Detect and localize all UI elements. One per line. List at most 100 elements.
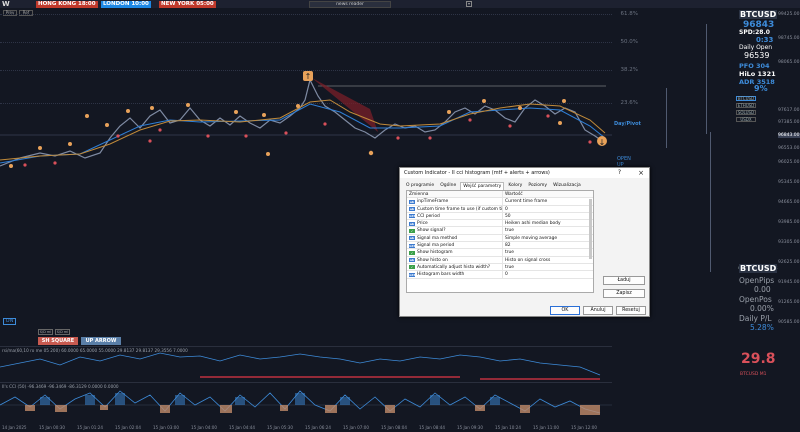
boolean-type-icon: ✓ — [409, 228, 415, 233]
parameter-row[interactable]: ab Custom time frame to use (if custom ti… — [407, 205, 593, 213]
parameter-row[interactable]: ✓ Show signal? true — [407, 227, 593, 235]
close-icon[interactable]: × — [638, 169, 644, 177]
arrow-glyph: ↑ — [305, 72, 312, 81]
value-type-icon: 123 — [409, 272, 416, 277]
parameter-row[interactable]: 123 CCI period 50 — [407, 212, 593, 221]
parameter-value[interactable]: 50 — [502, 212, 593, 220]
value-type-icon: ab — [409, 199, 415, 204]
price-tick: 95345.00 — [778, 180, 800, 185]
parameter-value[interactable]: true — [502, 249, 593, 256]
load-button[interactable]: Ładuj — [603, 276, 645, 285]
current-price: 96843 — [743, 20, 775, 30]
tab-about[interactable]: O programie — [406, 183, 435, 188]
date-tick: 15 Jan 10:24 — [495, 425, 521, 430]
parameter-value[interactable]: 82 — [502, 242, 593, 249]
tab-general[interactable]: Ogólne — [440, 183, 457, 188]
parameter-value[interactable]: 0 — [502, 271, 593, 278]
tab-levels[interactable]: Poziomy — [528, 183, 548, 188]
adr-percent: 9% — [754, 84, 768, 93]
tab-colors[interactable]: Kolory — [508, 183, 523, 188]
price-tick: 96025.00 — [778, 160, 800, 165]
parameter-name: Signal ma period — [417, 243, 455, 249]
help-icon[interactable]: ? — [617, 169, 621, 176]
parameter-value[interactable]: true — [502, 263, 593, 271]
arrow-glyph: ↓ — [599, 138, 606, 147]
date-tick: 15 Jan 08:44 — [419, 425, 445, 430]
parameter-value[interactable]: Simple moving average — [502, 234, 593, 242]
boolean-type-icon: ✓ — [409, 250, 415, 255]
boolean-type-icon: ✓ — [409, 265, 415, 270]
parameter-row[interactable]: ab Signal ma method Simple moving average — [407, 234, 593, 243]
cci-panel-label: II's CCI (50) -96.3469 -96.3469 -86.3129… — [2, 384, 119, 389]
parameter-value[interactable]: 0 — [502, 205, 593, 212]
parameter-value[interactable]: Heiken ashi median body — [502, 220, 593, 227]
price-tick: 91945.00 — [778, 280, 800, 285]
day-pivot-label: Day/Pivot — [614, 121, 641, 127]
value-type-icon: ab — [409, 221, 415, 226]
price-tick: 97617.00 — [778, 108, 800, 113]
fib-level-236: 23.6% — [0, 100, 638, 106]
price-tick: 90585.00 — [778, 320, 800, 325]
symbol-button-usdx[interactable]: USDX — [736, 117, 756, 122]
parameter-row[interactable]: 123 Histogram bars width 0 — [407, 271, 593, 279]
parameters-table: Zmienna Wartość ab inpTimeFrame Current ti… — [406, 190, 594, 293]
symbol-button-ethusd[interactable]: ETHUSD — [736, 103, 756, 108]
spread-value: SPD:28.0 — [739, 29, 770, 36]
symbol-button-solusd[interactable]: SOLUSD — [736, 110, 756, 115]
parameter-row[interactable]: ab Price Heiken ashi median body — [407, 220, 593, 228]
open-pos-label: OpenPos — [739, 295, 772, 304]
reset-button[interactable]: Resetuj — [616, 306, 646, 315]
date-tick: 15 Jan 06:24 — [305, 425, 331, 430]
date-tick: 15 Jan 07:00 — [343, 425, 369, 430]
tab-inputs[interactable]: Wejść parametry — [460, 182, 505, 190]
parameter-name-cell: 123 CCI period — [407, 213, 502, 219]
fib-level-500: 50.0% — [0, 39, 638, 45]
symbol-button-btcusd[interactable]: BTCUSD — [736, 96, 756, 101]
price-tick: 92625.00 — [778, 260, 800, 265]
fib-level-382: 38.2% — [0, 67, 638, 73]
arrow-marker-down — [597, 136, 607, 146]
date-tick: 15 Jan 12:00 — [571, 425, 597, 430]
ln-button[interactable]: ON — [3, 318, 16, 325]
dropdown-icon[interactable]: ▾ — [466, 1, 472, 7]
rsi-big-value: 29.8 — [741, 351, 776, 367]
parameter-row[interactable]: ab inpTimeFrame Current time frame — [407, 198, 593, 206]
parameter-rows: ab inpTimeFrame Current time frame ab Custom… — [407, 198, 593, 279]
up-arrow-button[interactable]: UP ARROW — [81, 337, 121, 345]
ref-button[interactable]: Ref — [19, 10, 33, 16]
price-tick: 99425.00 — [778, 12, 800, 17]
sh-square-button[interactable]: SH SQUARE — [38, 337, 78, 345]
save-button[interactable]: Zapisz — [603, 289, 645, 298]
session-hong-kong: HONG KONG 18:00 — [36, 1, 98, 8]
ok-button[interactable]: OK — [550, 306, 580, 315]
parameter-value[interactable]: Histo on signal cross — [502, 256, 593, 263]
parameter-value[interactable]: true — [502, 227, 593, 234]
cci-svg — [0, 390, 612, 415]
fib-label: 61.8% — [620, 11, 638, 17]
dialog-title-text: Custom Indicator - II cci histogram (mtf… — [404, 170, 550, 176]
parameter-row[interactable]: ✓ Automatically adjust histo width? true — [407, 263, 593, 272]
parameter-name: Custom time frame to use (if custom tim.… — [417, 206, 502, 212]
parameter-name: Price — [417, 221, 428, 227]
news-reader-button[interactable]: news reader — [309, 1, 391, 8]
app-logo: W — [2, 0, 10, 8]
s-d-button-1[interactable]: S/D ml — [38, 329, 53, 335]
parameter-name-cell: ab Custom time frame to use (if custom ti… — [407, 206, 502, 212]
price-chart[interactable]: 61.8% 50.0% 38.2% 23.6% ↑ ↓ — [0, 8, 641, 342]
parameter-row[interactable]: ab Show histo on Histo on signal cross — [407, 256, 593, 264]
table-scrollbar[interactable] — [589, 199, 592, 259]
parameter-row[interactable]: ✓ Show histogram true — [407, 249, 593, 257]
date-tick: 15 Jan 03:00 — [153, 425, 179, 430]
swing-high-dots — [9, 99, 566, 168]
date-tick: 14 Jan 2025 — [2, 425, 27, 430]
date-tick: 15 Jan 08:04 — [381, 425, 407, 430]
prev-button[interactable]: Prev — [3, 10, 17, 16]
parameter-name-cell: 123 Signal ma period — [407, 242, 502, 248]
s-d-button-2[interactable]: S/D ml — [55, 329, 70, 335]
parameter-name: Show histo on — [417, 257, 448, 263]
parameter-name: Show signal? — [417, 228, 446, 234]
cancel-button[interactable]: Anuluj — [583, 306, 613, 315]
parameter-row[interactable]: 123 Signal ma period 82 — [407, 242, 593, 250]
parameter-value[interactable]: Current time frame — [502, 198, 593, 205]
tab-visualization[interactable]: Wizualizacja — [553, 183, 581, 188]
